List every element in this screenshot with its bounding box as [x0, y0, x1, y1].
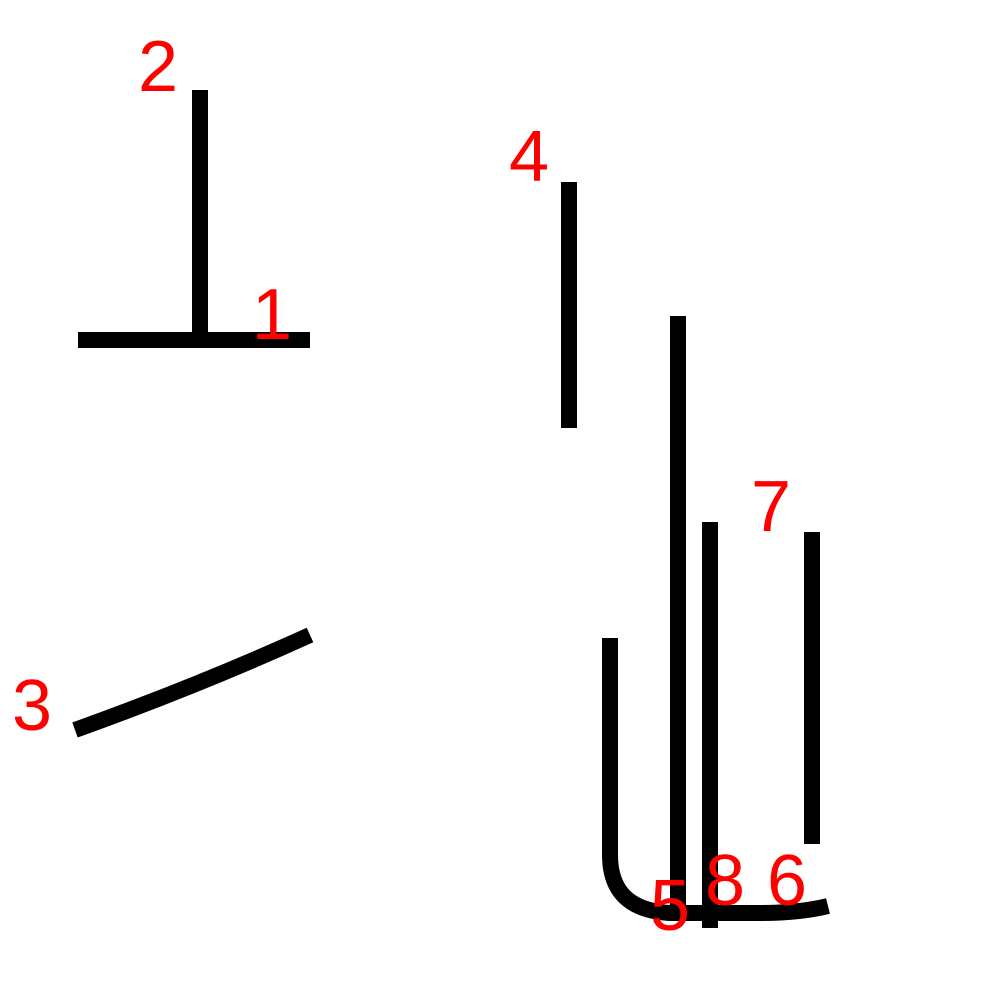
- stroke-number-7: 7: [751, 467, 791, 547]
- stroke-6-hook: [602, 638, 830, 921]
- stroke-number-1: 1: [252, 275, 292, 355]
- stroke-number-3: 3: [12, 666, 52, 746]
- stroke-number-8: 8: [705, 841, 745, 921]
- stroke-number-5: 5: [650, 866, 690, 946]
- stroke-number-4: 4: [509, 117, 549, 197]
- stroke-number-2: 2: [138, 27, 178, 107]
- stroke-3-rising: [72, 627, 314, 738]
- stroke-number-6: 6: [767, 841, 807, 921]
